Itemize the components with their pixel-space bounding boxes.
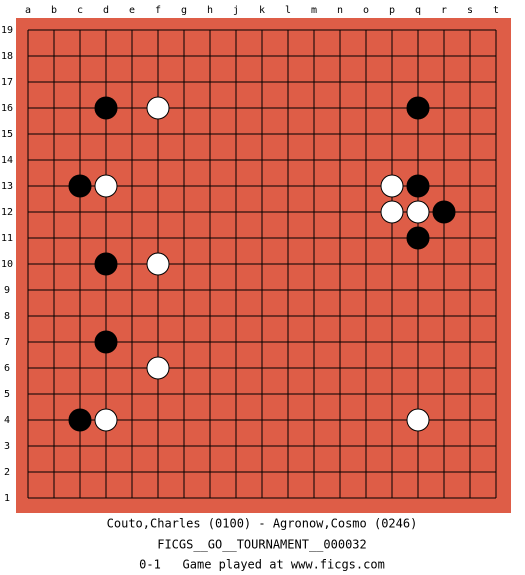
- row-label: 5: [4, 389, 10, 400]
- column-label: b: [51, 5, 57, 16]
- black-stone: [94, 330, 118, 354]
- row-label: 4: [4, 415, 10, 426]
- column-label: m: [311, 5, 317, 16]
- black-stone: [68, 408, 92, 432]
- column-label: r: [441, 5, 447, 16]
- white-stone: [380, 200, 404, 224]
- black-stone: [406, 226, 430, 250]
- black-stone: [94, 252, 118, 276]
- event: FICGS__GO__TOURNAMENT__000032: [157, 538, 367, 552]
- stones: [68, 96, 456, 432]
- white-stone: [146, 252, 170, 276]
- column-label: k: [259, 5, 265, 16]
- column-label: c: [77, 5, 83, 16]
- row-label: 3: [4, 441, 10, 452]
- column-label: g: [181, 5, 187, 16]
- column-label: d: [103, 5, 109, 16]
- labels: a b c d e f g h j k l m n o p q r s t191817161514131211109…: [1, 5, 499, 504]
- row-label: 16: [1, 103, 13, 114]
- black-stone: [68, 174, 92, 198]
- row-label: 1: [4, 493, 10, 504]
- white-stone: [146, 356, 170, 380]
- column-label: e: [129, 5, 135, 16]
- players: Couto,Charles (0100) - Agronow,Cosmo (02…: [107, 517, 418, 531]
- row-label: 13: [1, 181, 13, 192]
- column-label: p: [389, 5, 395, 16]
- column-label: f: [155, 5, 161, 16]
- black-stone: [432, 200, 456, 224]
- column-label: o: [363, 5, 369, 16]
- black-stone: [406, 174, 430, 198]
- result: 0-1 Game played at www.ficgs.com: [139, 558, 385, 572]
- column-label: n: [337, 5, 343, 16]
- row-label: 12: [1, 207, 13, 218]
- row-label: 11: [1, 233, 13, 244]
- row-label: 6: [4, 363, 10, 374]
- column-label: t: [493, 5, 499, 16]
- column-label: j: [233, 5, 239, 16]
- white-stone: [406, 408, 430, 432]
- column-label: l: [285, 5, 291, 16]
- row-label: 17: [1, 77, 13, 88]
- white-stone: [94, 408, 118, 432]
- row-label: 2: [4, 467, 10, 478]
- white-stone: [146, 96, 170, 120]
- row-label: 9: [4, 285, 10, 296]
- black-stone: [406, 96, 430, 120]
- row-label: 14: [1, 155, 13, 166]
- row-label: 7: [4, 337, 10, 348]
- row-label: 10: [1, 259, 13, 270]
- white-stone: [380, 174, 404, 198]
- row-label: 19: [1, 25, 13, 36]
- column-label: a: [25, 5, 31, 16]
- row-label: 15: [1, 129, 13, 140]
- row-label: 18: [1, 51, 13, 62]
- white-stone: [406, 200, 430, 224]
- black-stone: [94, 96, 118, 120]
- column-label: h: [207, 5, 213, 16]
- board: [16, 18, 511, 513]
- column-label: s: [467, 5, 473, 16]
- column-label: q: [415, 5, 421, 16]
- white-stone: [94, 174, 118, 198]
- row-label: 8: [4, 311, 10, 322]
